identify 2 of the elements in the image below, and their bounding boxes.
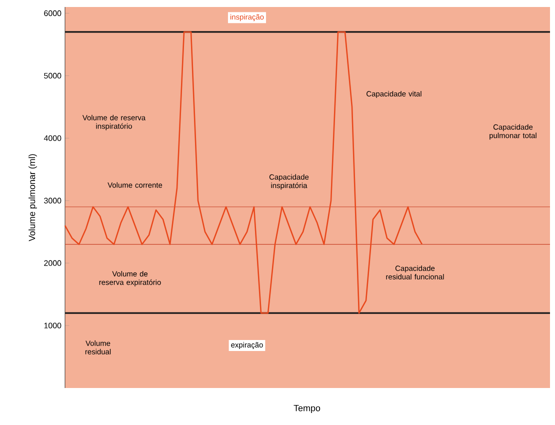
- x-axis-title: Tempo: [294, 404, 320, 414]
- y-axis-title: Volume pulmonar (ml): [28, 154, 37, 242]
